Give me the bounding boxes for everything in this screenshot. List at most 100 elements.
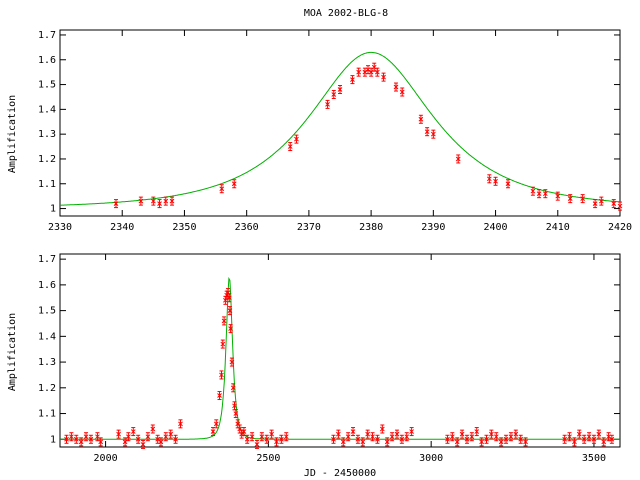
data-point <box>394 429 400 439</box>
x-tick-label: 2420 <box>608 222 632 233</box>
point-marker <box>228 326 233 331</box>
point-marker <box>130 429 136 434</box>
data-point <box>523 437 528 447</box>
point-marker <box>399 436 405 442</box>
data-point <box>399 87 405 97</box>
point-marker <box>283 434 289 440</box>
point-marker <box>567 434 572 440</box>
point-marker <box>350 429 356 434</box>
bottom-x-axis-label: JD - 2450000 <box>304 468 376 479</box>
point-marker <box>287 144 293 149</box>
data-point <box>113 199 119 209</box>
data-point <box>325 99 330 109</box>
data-point <box>598 196 604 206</box>
point-marker <box>576 431 582 437</box>
data-point <box>530 186 536 196</box>
point-marker <box>219 186 225 192</box>
data-point <box>474 427 480 437</box>
point-marker <box>226 295 232 301</box>
point-marker <box>505 181 511 187</box>
plot-frame <box>59 253 621 448</box>
point-marker <box>213 421 219 427</box>
data-point <box>399 434 405 444</box>
point-marker <box>140 442 146 447</box>
data-point <box>294 134 299 144</box>
data-point <box>445 434 450 444</box>
data-point <box>210 427 216 437</box>
data-point <box>274 437 279 447</box>
point-marker <box>98 439 104 445</box>
point-marker <box>336 431 341 437</box>
point-marker <box>381 74 386 80</box>
point-marker <box>337 87 343 92</box>
point-marker <box>384 439 390 445</box>
point-marker <box>617 203 623 209</box>
data-point <box>116 429 121 439</box>
x-tick-label: 2380 <box>359 222 383 233</box>
point-marker <box>345 434 351 440</box>
point-marker <box>83 434 89 440</box>
data-point <box>455 154 461 164</box>
point-marker <box>562 436 568 442</box>
point-marker <box>486 176 492 182</box>
point-marker <box>609 436 615 442</box>
y-tick-label: 1.1 <box>38 179 56 190</box>
data-point <box>368 67 374 77</box>
data-point <box>150 424 156 434</box>
x-tick-label: 2000 <box>94 453 118 464</box>
data-point <box>389 432 395 442</box>
point-marker <box>464 436 470 442</box>
data-point <box>404 432 410 442</box>
y-tick-label: 1.5 <box>38 80 56 91</box>
point-marker <box>523 439 528 445</box>
data-point <box>567 432 572 442</box>
data-point <box>217 391 222 401</box>
data-point <box>269 429 274 439</box>
point-marker <box>294 136 299 142</box>
point-marker <box>542 191 548 197</box>
point-marker <box>221 318 227 324</box>
data-point <box>459 429 465 439</box>
point-marker <box>150 426 156 432</box>
data-point <box>150 196 156 206</box>
y-tick-label: 1.7 <box>38 30 56 41</box>
data-point <box>229 357 235 367</box>
data-point <box>508 432 514 442</box>
y-tick-label: 1.6 <box>38 280 56 291</box>
point-marker <box>158 439 164 445</box>
data-point <box>122 437 128 447</box>
data-point <box>158 437 164 447</box>
data-point <box>536 189 542 199</box>
point-marker <box>580 196 586 201</box>
point-marker <box>225 290 231 295</box>
data-point <box>264 434 270 444</box>
data-point <box>430 129 436 139</box>
y-tick-label: 1.4 <box>38 331 56 342</box>
point-marker <box>116 431 121 437</box>
x-tick-label: 2390 <box>421 222 445 233</box>
point-marker <box>370 434 375 440</box>
point-marker <box>555 193 561 199</box>
data-point <box>331 89 337 99</box>
data-point <box>178 419 183 429</box>
data-point <box>337 85 343 95</box>
x-tick-label: 2410 <box>546 222 570 233</box>
point-marker <box>374 69 380 75</box>
data-point <box>173 434 178 444</box>
data-point <box>254 439 260 449</box>
data-point <box>424 127 430 137</box>
data-point <box>345 432 351 442</box>
data-point <box>95 432 100 442</box>
data-point <box>83 432 89 442</box>
chart-title: MOA 2002-BLG-8 <box>304 8 388 19</box>
data-point <box>591 434 597 444</box>
point-marker <box>269 431 274 437</box>
model-curve <box>60 51 621 206</box>
point-marker <box>210 429 216 434</box>
point-marker <box>331 92 337 97</box>
data-point <box>145 432 151 442</box>
point-marker <box>430 131 436 137</box>
point-marker <box>69 434 74 440</box>
point-marker <box>232 403 237 409</box>
